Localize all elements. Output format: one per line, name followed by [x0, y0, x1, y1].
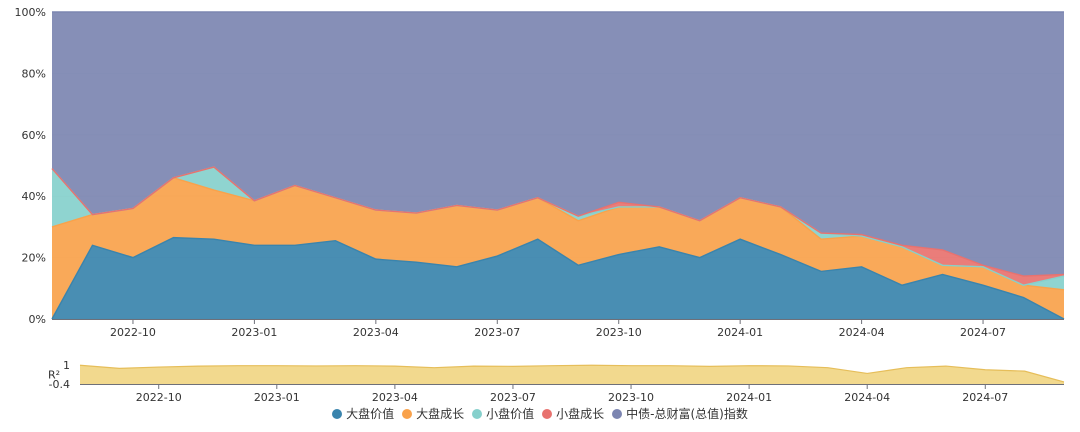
- legend-item[interactable]: 大盘成长: [402, 405, 464, 422]
- series-line-0: [51, 236, 1065, 320]
- legend-item[interactable]: 中债-总财富(总值)指数: [612, 405, 748, 422]
- y-tick-label: 20%: [22, 252, 46, 265]
- legend-label: 大盘价值: [346, 407, 395, 421]
- x-tick-label: 2023-07: [474, 326, 520, 339]
- r2-x-tick-label: 2024-01: [726, 391, 772, 404]
- chart-legend: 大盘价值 大盘成长 小盘价值 小盘成长 中债-总财富(总值)指数: [0, 405, 1080, 422]
- x-tick-label: 2023-01: [231, 326, 277, 339]
- r2-x-tick-label: 2023-07: [490, 391, 536, 404]
- legend-label: 中债-总财富(总值)指数: [626, 407, 748, 421]
- x-tick-label: 2024-07: [960, 326, 1006, 339]
- legend-dot-icon: [332, 408, 343, 419]
- y-tick-label: 0%: [29, 313, 46, 326]
- r2-axis-label: R²: [48, 369, 60, 382]
- r2-x-tick-label: 2024-07: [962, 391, 1008, 404]
- y-tick-label: 60%: [22, 129, 46, 142]
- x-tick-label: 2024-01: [717, 326, 763, 339]
- r2-line: [79, 364, 1065, 383]
- legend-label: 小盘价值: [486, 407, 535, 421]
- r2-x-tick-label: 2024-04: [844, 391, 890, 404]
- r2-x-tick-label: 2023-04: [372, 391, 418, 404]
- legend-dot-icon: [472, 408, 483, 419]
- legend-dot-icon: [402, 408, 413, 419]
- x-tick-label: 2023-04: [353, 326, 399, 339]
- y-tick-label: 80%: [22, 67, 46, 80]
- legend-label: 小盘成长: [556, 407, 605, 421]
- legend-item[interactable]: 小盘成长: [542, 405, 604, 422]
- r2-x-tick-label: 2023-10: [608, 391, 654, 404]
- r2-x-tick-label: 2023-01: [254, 391, 300, 404]
- x-tick-label: 2024-04: [839, 326, 885, 339]
- r2-y-tick-label: -0.4: [49, 378, 70, 391]
- r2-x-tick-label: 2022-10: [136, 391, 182, 404]
- area-series-1: [52, 177, 1064, 319]
- legend-label: 大盘成长: [416, 407, 465, 421]
- y-tick-label: 40%: [22, 190, 46, 203]
- legend-dot-icon: [542, 408, 553, 419]
- r2-y-tick-label: 1: [63, 359, 70, 372]
- legend-item[interactable]: 小盘价值: [472, 405, 534, 422]
- legend-item[interactable]: 大盘价值: [332, 405, 394, 422]
- series-line-3: [51, 166, 1065, 277]
- x-tick-label: 2022-10: [110, 326, 156, 339]
- y-tick-label: 100%: [15, 6, 46, 19]
- area-series-0: [52, 237, 1064, 319]
- legend-dot-icon: [612, 408, 623, 419]
- area-series-4: [52, 12, 1064, 277]
- x-tick-label: 2023-10: [596, 326, 642, 339]
- chart-svg: 0% 20% 40% 60% 80% 100% 2022-10 2023-01 2023-04…: [15, 6, 1065, 404]
- r2-area-fill: [80, 365, 1064, 384]
